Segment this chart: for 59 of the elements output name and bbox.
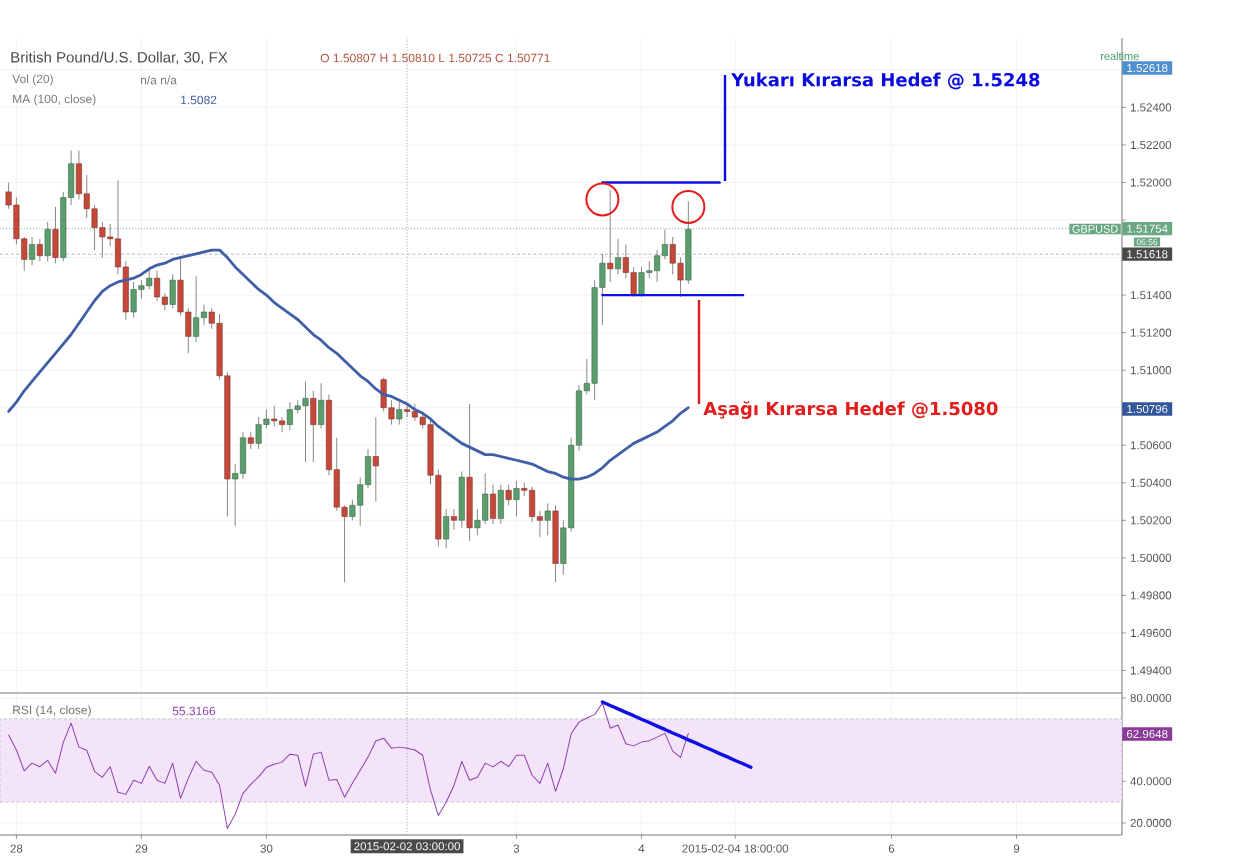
annotation: GBPUSD [1072,225,1118,233]
annotation: 55.3166 [172,706,216,716]
ref-line-label: 1.51618 [1127,250,1168,259]
text: 62.9648 [1127,729,1168,739]
annotation: MA (100, close) [13,94,96,106]
candlestick [450,508,457,531]
candlestick [36,238,43,262]
candlestick [513,480,520,517]
candlestick [544,503,551,536]
y-tick-label: 1.50200 [1130,516,1172,525]
line-series [600,700,753,770]
candlestick [443,508,450,549]
candlestick [615,238,622,275]
candlestick [661,229,668,260]
y-tick-label: 1.51400 [1130,291,1172,300]
y-tick-label: 1.49400 [1130,666,1172,675]
text: RSI (14, close) [13,705,91,717]
annotation: realtime [1100,51,1139,61]
y-tick-label: 1.51200 [1130,328,1172,337]
y-tick-label: 20.0000 [1130,818,1172,827]
annotation: n/a n/a [141,75,177,85]
annotation: O 1.50807 H 1.50810 L 1.50725 C 1.50771 [320,53,550,63]
y-tick-label: 1.50400 [1130,478,1172,487]
candlestick [607,189,614,283]
ref-line-label: 1.51754 [1127,224,1168,233]
annotation: 1.5082 [181,95,217,105]
y-tick-label: 1.50000 [1130,553,1172,562]
x-tick-label: 29 [135,844,148,853]
x-tick-label: 9 [1013,844,1020,853]
y-tick-label: 1.49600 [1130,628,1172,637]
y-tick-label: 1.51000 [1130,366,1172,375]
candlestick [536,510,543,538]
y-tick-label: 40.0000 [1130,777,1172,786]
candlestick [372,416,379,502]
x-tick-label: 2015-02-04 18:00:00 [682,844,789,853]
x-tick-label: 28 [10,844,23,853]
text: 06:56 [1136,238,1158,245]
y-tick-label: 1.50600 [1130,441,1172,450]
y-tick-label: 1.52400 [1130,103,1172,112]
annotation: Vol (20) [12,74,53,86]
y-tick-label: 1.52200 [1130,140,1172,150]
annotation: Aşağı Kırarsa Hedef @1.5080 [703,400,998,419]
x-tick-label: 4 [638,844,645,853]
text: 1.52618 [1127,63,1168,73]
x-tick-label: 2015-02-02 03:00:00 [354,842,460,851]
y-tick-label: 80.0000 [1130,693,1172,703]
annotation: Yukarı Kırarsa Hedef @ 1.5248 [731,72,1040,90]
candlestick [404,403,411,418]
x-tick-label: 30 [260,844,273,853]
line-series [8,702,689,830]
text: 1.50796 [1127,404,1168,414]
x-tick-label: 6 [888,844,895,853]
candlestick [396,401,403,425]
y-tick-label: 1.52000 [1130,178,1172,187]
x-tick-label: 3 [513,844,520,853]
candlestick [29,236,36,266]
y-tick-label: 1.49800 [1130,591,1172,600]
candlestick [505,484,512,506]
text: British Pound/U.S. Dollar, 30, FX [11,51,228,65]
